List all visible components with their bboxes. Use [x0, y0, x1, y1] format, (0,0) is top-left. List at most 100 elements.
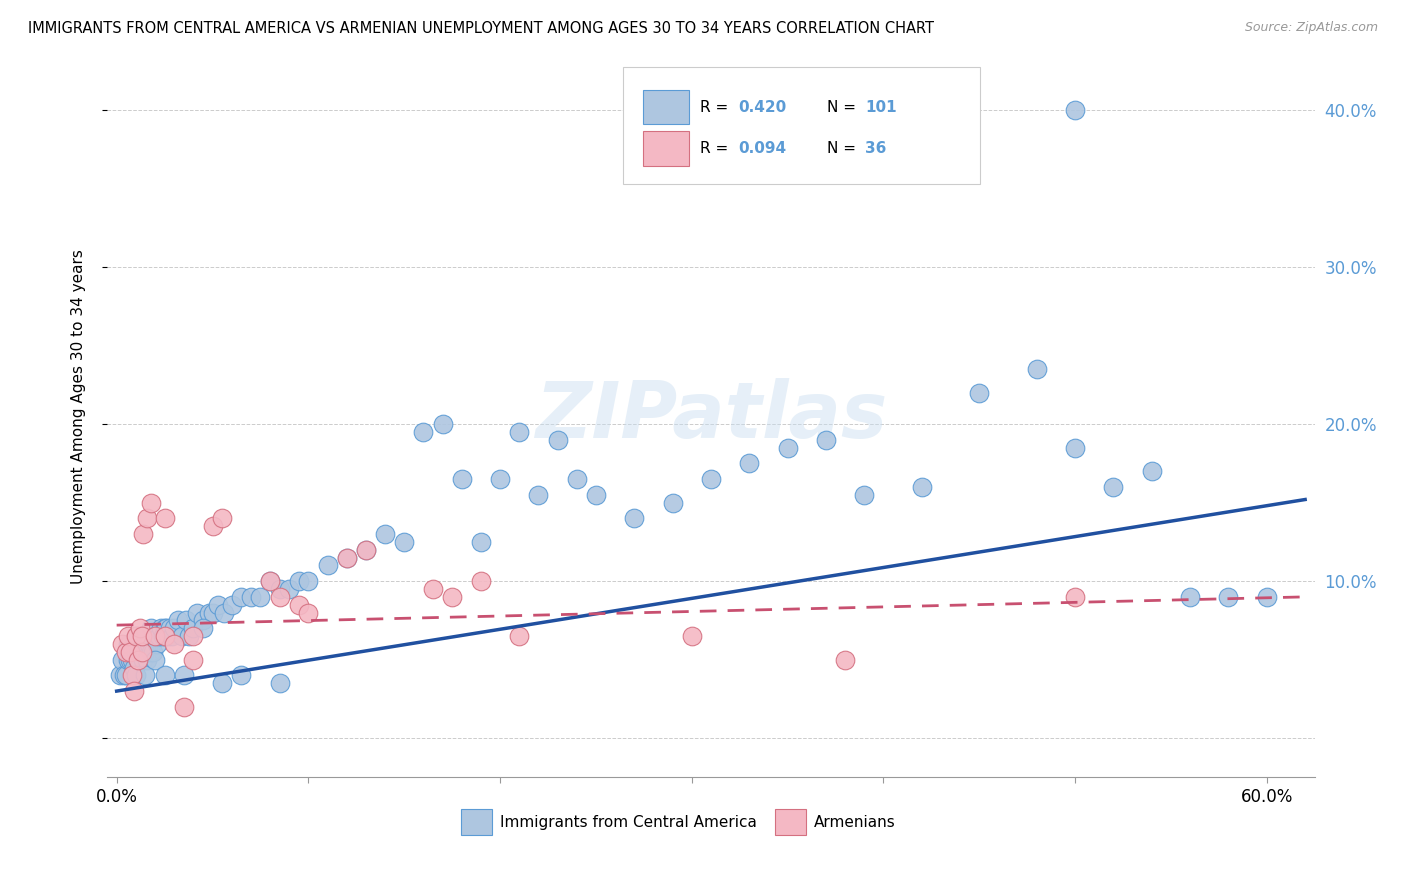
Point — [269, 676, 291, 690]
Point — [173, 668, 195, 682]
Point — [117, 653, 139, 667]
Point — [565, 472, 588, 486]
Point — [163, 621, 186, 635]
Point — [136, 511, 159, 525]
Point — [422, 582, 444, 596]
Text: 0.420: 0.420 — [738, 101, 787, 115]
Point — [967, 385, 990, 400]
Point — [127, 653, 149, 667]
Point — [1064, 103, 1087, 117]
Point — [547, 433, 569, 447]
Point — [432, 417, 454, 432]
Point — [120, 637, 142, 651]
Point — [661, 496, 683, 510]
Point — [125, 629, 148, 643]
Point — [112, 668, 135, 682]
Point — [136, 653, 159, 667]
Point — [110, 668, 132, 682]
Point — [115, 645, 138, 659]
Point — [191, 621, 214, 635]
Text: IMMIGRANTS FROM CENTRAL AMERICA VS ARMENIAN UNEMPLOYMENT AMONG AGES 30 TO 34 YEA: IMMIGRANTS FROM CENTRAL AMERICA VS ARMEN… — [28, 21, 934, 36]
Point — [157, 629, 180, 643]
Point — [111, 637, 134, 651]
Point — [231, 668, 253, 682]
Point — [450, 472, 472, 486]
Point — [527, 488, 550, 502]
Point — [152, 629, 174, 643]
Point — [354, 542, 377, 557]
Point — [392, 535, 415, 549]
Point — [287, 574, 309, 589]
Point — [201, 606, 224, 620]
Point — [336, 550, 359, 565]
Point — [1256, 590, 1278, 604]
Point — [153, 621, 176, 635]
Point — [141, 645, 163, 659]
Point — [162, 629, 184, 643]
Point — [153, 668, 176, 682]
Point — [623, 511, 645, 525]
Point — [174, 614, 197, 628]
FancyBboxPatch shape — [775, 809, 806, 835]
Point — [297, 574, 319, 589]
Point — [122, 637, 145, 651]
Text: Immigrants from Central America: Immigrants from Central America — [499, 814, 756, 830]
FancyBboxPatch shape — [623, 68, 980, 184]
Point — [470, 574, 492, 589]
Text: 0.094: 0.094 — [738, 141, 787, 156]
Point — [155, 621, 177, 635]
Point — [1140, 464, 1163, 478]
Point — [259, 574, 281, 589]
Point — [249, 590, 271, 604]
Point — [148, 629, 170, 643]
Point — [354, 542, 377, 557]
Point — [316, 558, 339, 573]
Point — [153, 629, 176, 643]
Point — [738, 457, 761, 471]
Point — [183, 621, 205, 635]
Point — [122, 660, 145, 674]
Point — [131, 629, 153, 643]
Text: N =: N = — [827, 141, 860, 156]
Point — [131, 645, 153, 659]
Point — [221, 598, 243, 612]
Point — [143, 653, 166, 667]
Point — [115, 668, 138, 682]
Point — [134, 668, 156, 682]
Point — [681, 629, 703, 643]
Point — [1064, 441, 1087, 455]
Point — [136, 637, 159, 651]
Point — [125, 629, 148, 643]
Point — [142, 645, 165, 659]
Point — [146, 637, 169, 651]
Point — [141, 496, 163, 510]
Point — [700, 472, 723, 486]
Point — [259, 574, 281, 589]
Text: N =: N = — [827, 101, 860, 115]
Point — [170, 629, 193, 643]
Point — [117, 637, 139, 651]
Point — [128, 645, 150, 659]
Point — [814, 433, 837, 447]
Point — [911, 480, 934, 494]
Point — [141, 621, 163, 635]
Point — [1218, 590, 1240, 604]
Point — [834, 653, 856, 667]
Point — [121, 668, 143, 682]
Point — [132, 527, 155, 541]
Text: ZIPatlas: ZIPatlas — [534, 378, 887, 454]
Point — [441, 590, 464, 604]
Point — [186, 606, 208, 620]
Point — [508, 425, 530, 439]
Point — [117, 629, 139, 643]
Point — [374, 527, 396, 541]
FancyBboxPatch shape — [461, 809, 492, 835]
Point — [121, 645, 143, 659]
Text: Source: ZipAtlas.com: Source: ZipAtlas.com — [1244, 21, 1378, 34]
Point — [412, 425, 434, 439]
Text: 36: 36 — [866, 141, 887, 156]
Point — [134, 629, 156, 643]
Point — [776, 441, 799, 455]
Point — [159, 621, 181, 635]
Point — [336, 550, 359, 565]
